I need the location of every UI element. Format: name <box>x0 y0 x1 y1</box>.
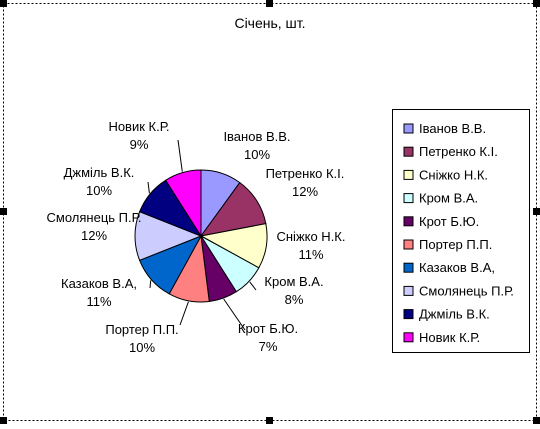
legend-swatch <box>403 309 414 320</box>
legend-label: Петренко К.І. <box>419 144 498 159</box>
leader-line <box>249 281 257 291</box>
selection-handle[interactable] <box>533 0 540 7</box>
chart-title: Січень, шт. <box>234 15 305 31</box>
slice-label: Крот Б.Ю. 7% <box>238 321 298 354</box>
slice-label: Сніжко Н.К. 11% <box>276 229 345 262</box>
selection-handle[interactable] <box>533 208 540 215</box>
selection-handle[interactable] <box>0 0 7 7</box>
selection-handle[interactable] <box>0 208 7 215</box>
selection-handle[interactable] <box>266 0 273 7</box>
selection-handle[interactable] <box>266 417 273 424</box>
legend-label: Джміль В.К. <box>419 307 490 322</box>
legend-label: Сніжко Н.К. <box>419 167 488 182</box>
legend-swatch <box>403 332 414 343</box>
data-labels: Іванов В.В. 10% Петренко К.І. 12% Сніжко Н.К… <box>47 119 346 355</box>
legend-swatch <box>403 169 414 180</box>
legend-swatch <box>403 262 414 273</box>
legend-items: Іванов В.В. Петренко К.І. Сніжко Н.К. Кром … <box>403 121 514 345</box>
legend-label: Казаков В.А, <box>419 260 495 275</box>
leader-lines <box>147 139 257 331</box>
leader-line <box>179 301 189 326</box>
pie-slices <box>134 169 268 303</box>
legend-label: Іванов В.В. <box>419 121 486 136</box>
pie-slice <box>164 169 202 238</box>
slice-label: Новик К.Р. 9% <box>108 119 169 152</box>
legend-label: Крот Б.Ю. <box>419 214 479 229</box>
leader-line <box>223 298 246 331</box>
legend-swatch <box>403 123 414 134</box>
selection-handle[interactable] <box>0 417 7 424</box>
legend-swatch <box>403 146 414 157</box>
slice-label: Кром В.А. 8% <box>264 274 323 307</box>
legend-swatch <box>403 216 414 227</box>
slice-label: Іванов В.В. 10% <box>223 129 290 162</box>
slice-label: Казаков В.А, 11% <box>61 276 137 309</box>
selection-handle[interactable] <box>533 417 540 424</box>
slice-label: Портер П.П. 10% <box>105 322 178 355</box>
legend-label: Новик К.Р. <box>419 330 480 345</box>
legend-box <box>392 109 530 353</box>
leader-line <box>177 139 183 172</box>
legend-swatch <box>403 239 414 250</box>
leader-line <box>147 181 150 194</box>
slice-label: Джміль В.К. 10% <box>64 165 135 198</box>
legend-swatch <box>403 285 414 296</box>
legend-swatch <box>403 193 414 204</box>
legend-label: Портер П.П. <box>419 237 492 252</box>
legend-label: Кром В.А. <box>419 191 478 206</box>
slice-label: Петренко К.І. 12% <box>266 166 345 199</box>
legend-label: Смолянець П.Р. <box>419 283 514 298</box>
leader-line <box>149 280 152 289</box>
legend: Іванов В.В. Петренко К.І. Сніжко Н.К. Кром … <box>392 109 530 353</box>
slice-label: Смолянець П.Р. 12% <box>47 210 142 243</box>
